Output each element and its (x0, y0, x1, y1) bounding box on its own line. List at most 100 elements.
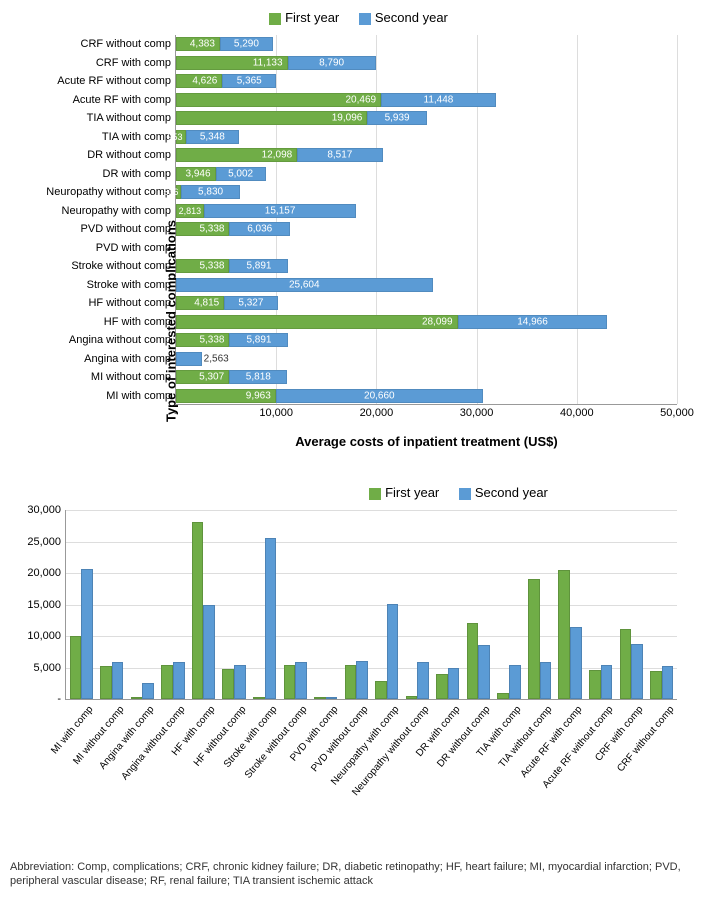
chart1-category-label: TIA with comp (102, 131, 176, 143)
legend-first-year: First year (269, 10, 339, 25)
chart1-bar-first: 28,099 (176, 315, 458, 329)
chart1-bar-first: 3,946 (176, 167, 216, 181)
chart2-bar-second (356, 661, 368, 699)
chart1-bar-first-label: 9,963 (246, 390, 271, 401)
legend2-second-year: Second year (459, 485, 548, 500)
chart1-bar-second: 5,348 (186, 130, 240, 144)
legend2-label-second: Second year (475, 485, 548, 500)
chart1: Type of interested complications Average… (10, 35, 707, 455)
chart1-bar-second: 5,830 (181, 185, 239, 199)
chart2-bar-first (558, 570, 570, 699)
legend-swatch-first (269, 13, 281, 25)
chart1-bar-row: 20,46911,448 (176, 93, 496, 107)
chart1-bar-second-label: 14,966 (517, 316, 548, 327)
chart1-bar-first-label: 5,338 (199, 261, 224, 272)
chart2-gridline (66, 542, 677, 543)
chart1-container: First year Second year Type of intereste… (10, 10, 707, 455)
chart2-bar-second (203, 605, 215, 699)
chart1-bar-second-label: 5,939 (385, 113, 410, 124)
chart1-category-label: DR with comp (103, 168, 176, 180)
chart1-category-label: Acute RF with comp (73, 94, 176, 106)
chart1-bar-second: 5,002 (216, 167, 266, 181)
chart2-bar-first (222, 669, 234, 699)
chart2-gridline (66, 573, 677, 574)
chart1-bar-second-label: 11,448 (424, 94, 454, 105)
chart2-gridline (66, 510, 677, 511)
chart2-bar-first (100, 666, 112, 699)
chart1-category-label: TIA without comp (87, 112, 176, 124)
chart1-category-label: DR without comp (87, 149, 176, 161)
chart2-bar-first (284, 665, 296, 699)
chart1-bar-second: 2,563 (176, 352, 202, 366)
chart1-bar-first-label: 536 (163, 187, 178, 197)
chart1-bar-first: 5,338 (176, 259, 229, 273)
chart1-category-label: Acute RF without comp (57, 75, 176, 87)
chart1-bar-first: 4,815 (176, 296, 224, 310)
chart1-bar-row: 9535,348 (176, 130, 239, 144)
chart1-bar-first: 4,626 (176, 74, 222, 88)
chart2: -5,00010,00015,00020,00025,00030,000MI w… (10, 510, 707, 830)
chart1-bar-second: 25,604 (176, 278, 433, 292)
legend-swatch-second (359, 13, 371, 25)
chart1-bar-row: 5365,830 (176, 185, 240, 199)
chart1-category-label: Neuropathy with comp (62, 205, 176, 217)
chart1-bar-second: 5,891 (229, 259, 288, 273)
chart2-bar-second (81, 569, 93, 699)
chart2-ytick: 30,000 (27, 504, 66, 516)
chart2-bar-second (112, 662, 124, 699)
chart1-bar-second: 6,036 (229, 222, 289, 236)
chart2-bar-second (509, 665, 521, 699)
chart2-bar-first (314, 697, 326, 699)
chart1-bar-second-label: 6,036 (247, 224, 272, 235)
chart2-ytick: 15,000 (27, 599, 66, 611)
chart1-category-label: Neuropathy without comp (46, 186, 176, 198)
chart1-bar-row: 4,626 5,365 (176, 74, 276, 88)
chart2-bar-first (528, 579, 540, 699)
chart1-xtick: 40,000 (560, 404, 594, 419)
chart1-gridline (376, 35, 377, 404)
chart1-category-label: PVD without comp (81, 223, 176, 235)
chart2-bar-first (345, 665, 357, 699)
chart2-bar-second (478, 645, 490, 699)
chart1-bar-second: 5,891 (229, 333, 288, 347)
legend-label-second: Second year (375, 10, 448, 25)
chart1-bar-second-label: 2,563 (201, 353, 229, 364)
chart1-gridline (276, 35, 277, 404)
chart1-bar-first-label: 5,338 (199, 335, 224, 346)
chart2-bar-second (662, 666, 674, 699)
chart1-bar-first-label: 12,098 (262, 150, 293, 161)
chart1-bar-first-label: 4,815 (194, 298, 219, 309)
chart2-container: First year Second year -5,00010,00015,00… (10, 485, 707, 830)
chart2-bar-second (173, 662, 185, 699)
chart1-bar-second-label: 8,517 (327, 150, 352, 161)
chart1-plot: Type of interested complications Average… (175, 35, 677, 405)
chart1-xtick: 20,000 (360, 404, 394, 419)
chart1-bar-second-label: 25,604 (289, 279, 320, 290)
chart1-bar-second-label: 20,660 (364, 390, 395, 401)
chart1-bar-second-label: 8,790 (319, 57, 344, 68)
chart1-legend: First year Second year (10, 10, 707, 25)
chart1-bar-second: 5,327 (224, 296, 277, 310)
chart1-xlabel: Average costs of inpatient treatment (US… (295, 434, 557, 449)
chart1-bar-second-label: 5,002 (228, 168, 253, 179)
legend-label-first: First year (285, 10, 339, 25)
legend2-label-first: First year (385, 485, 439, 500)
chart2-bar-first (620, 629, 632, 699)
chart2-bar-first (70, 636, 82, 699)
chart1-category-label: PVD with comp (96, 242, 176, 254)
chart1-bar-first-label: 5,338 (199, 224, 224, 235)
chart1-bar-first: 2,813 (176, 204, 204, 218)
chart2-bar-second (570, 627, 582, 699)
chart1-bar-first: 5,307 (176, 370, 229, 384)
chart1-bar-row: 4,3835,290 (176, 37, 273, 51)
chart1-category-label: CRF without comp (81, 38, 176, 50)
chart2-plot: -5,00010,00015,00020,00025,00030,000MI w… (65, 510, 677, 700)
chart2-bar-second (601, 665, 613, 699)
chart1-xtick: 10,000 (259, 404, 293, 419)
chart2-bar-first (650, 671, 662, 699)
chart2-bar-first (253, 697, 265, 699)
chart2-bar-first (161, 665, 173, 699)
chart1-bar-first: 11,133 (176, 56, 288, 70)
chart1-bar-second: 8,517 (297, 148, 382, 162)
chart1-bar-second-label: 5,365 (237, 76, 262, 87)
